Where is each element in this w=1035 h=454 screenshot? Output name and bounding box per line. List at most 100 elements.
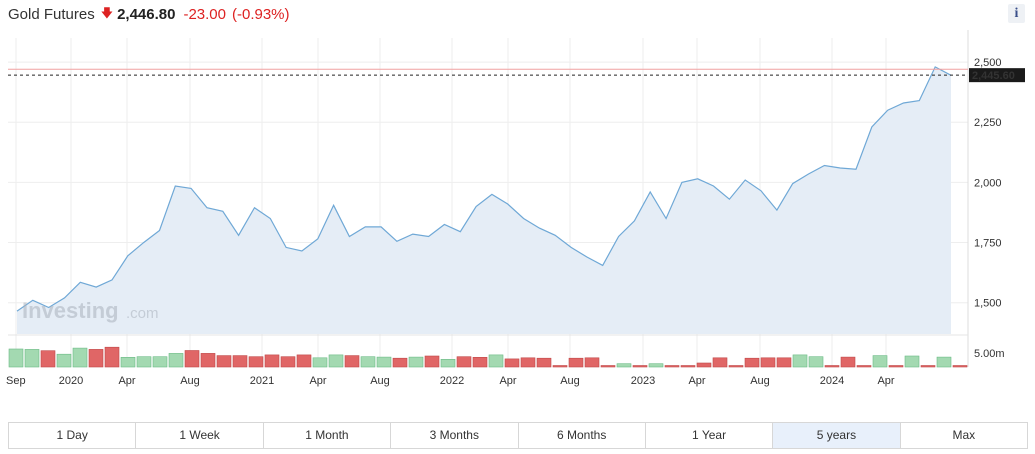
volume-bar [920,365,936,368]
volume-bar [584,357,600,368]
volume-bar [88,349,104,368]
volume-bar [72,347,88,368]
volume-bar [264,354,280,368]
volume-bar [632,365,648,368]
y-tick-label: 1,500 [974,298,1002,310]
x-tick-label: Apr [877,375,894,387]
time-range-selector: 1 Day 1 Week 1 Month 3 Months 6 Months 1 Year… [8,422,1028,449]
volume-bar [840,356,856,368]
x-tick-label: Sep [6,375,26,387]
x-tick-label: Aug [180,375,200,387]
range-button-1-day[interactable]: 1 Day [9,423,137,448]
y-tick-label: 1,750 [974,238,1002,250]
y-tick-label: 2,000 [974,177,1002,189]
volume-bar [328,354,344,368]
volume-bar [472,356,488,368]
volume-bar [680,365,696,368]
watermark-brand: Investing [22,298,119,323]
x-tick-label: 2022 [440,375,464,387]
range-button-1-month[interactable]: 1 Month [264,423,392,448]
x-tick-label: 2020 [59,375,83,387]
volume-bar [280,356,296,368]
price-change: -23.00 [183,5,226,23]
volume-bar [344,355,360,368]
x-tick-label: 2024 [820,375,844,387]
volume-bar [296,354,312,368]
y-tick-label: 2,500 [974,57,1002,69]
volume-bar [424,355,440,368]
y-tick-label: 2,250 [974,117,1002,129]
x-tick-label: 2023 [631,375,655,387]
volume-bar [648,363,664,368]
volume-bar [520,357,536,368]
range-button-6-months[interactable]: 6 Months [519,423,646,448]
volume-bar [56,353,72,368]
x-tick-label: 2021 [250,375,274,387]
volume-bar [392,357,408,368]
volume-bar [712,357,728,368]
volume-bar [696,362,712,368]
range-button-5-years[interactable]: 5 years [773,423,901,448]
volume-bar [936,356,952,368]
volume-bar [216,355,232,368]
price-chart: 2,500 2,250 2,000 1,750 1,500 5.00m 2,445.60 Se… [6,30,1025,387]
volume-bar [360,356,376,368]
volume-bar [888,365,904,368]
volume-bar [456,356,472,368]
volume-bar [40,350,56,368]
volume-bar [568,357,584,368]
volume-bar [104,346,120,368]
investing-watermark: Investing .com [22,298,159,323]
volume-bar [248,356,264,368]
x-tick-label: Aug [370,375,390,387]
range-button-1-week[interactable]: 1 Week [136,423,264,448]
volume-bar [776,357,792,368]
range-button-3-months[interactable]: 3 Months [391,423,519,448]
x-tick-label: Aug [750,375,770,387]
last-price: 2,446.80 [117,5,176,23]
x-tick-label: Apr [309,375,326,387]
quote-header: Gold Futures 🡇 2,446.80 -23.00 (-0.93%) [8,3,290,25]
price-change-percent: (-0.93%) [232,5,290,23]
last-price-label-box [969,68,1025,83]
volume-bar [744,357,760,368]
volume-bar [600,365,616,368]
range-button-1-year[interactable]: 1 Year [646,423,774,448]
volume-bar [616,363,632,368]
volume-tick-label: 5.00m [974,348,1005,360]
x-tick-label: Apr [499,375,516,387]
info-icon[interactable]: i [1008,4,1025,23]
volume-bar [440,358,456,368]
down-arrow-icon: 🡇 [100,5,114,20]
volume-bar [168,353,184,368]
volume-bar [152,356,168,368]
watermark-suffix: .com [126,305,159,322]
volume-bar [136,356,152,368]
volume-bar [232,355,248,368]
volume-bar [312,357,328,368]
volume-bar [904,355,920,368]
volume-bar [952,365,968,368]
volume-bar [760,357,776,368]
price-line [16,66,952,312]
volume-bar [536,357,552,368]
range-button-max[interactable]: Max [952,428,976,442]
x-tick-label: Aug [560,375,580,387]
volume-bar [728,365,744,368]
volume-bar [184,350,200,368]
volume-bar [376,356,392,368]
volume-bar [408,356,424,368]
volume-bar [24,349,40,368]
volume-bar [824,365,840,368]
volume-bar [664,365,680,368]
last-price-label: 2,445.60 [972,70,1015,82]
volume-bar [8,348,24,368]
volume-bar [488,354,504,368]
volume-bar [856,365,872,368]
x-tick-label: Apr [688,375,705,387]
volume-bar [792,354,808,368]
volume-bar [872,355,888,368]
volume-bar [120,356,136,368]
volume-bar [200,353,216,368]
volume-bar [808,356,824,368]
